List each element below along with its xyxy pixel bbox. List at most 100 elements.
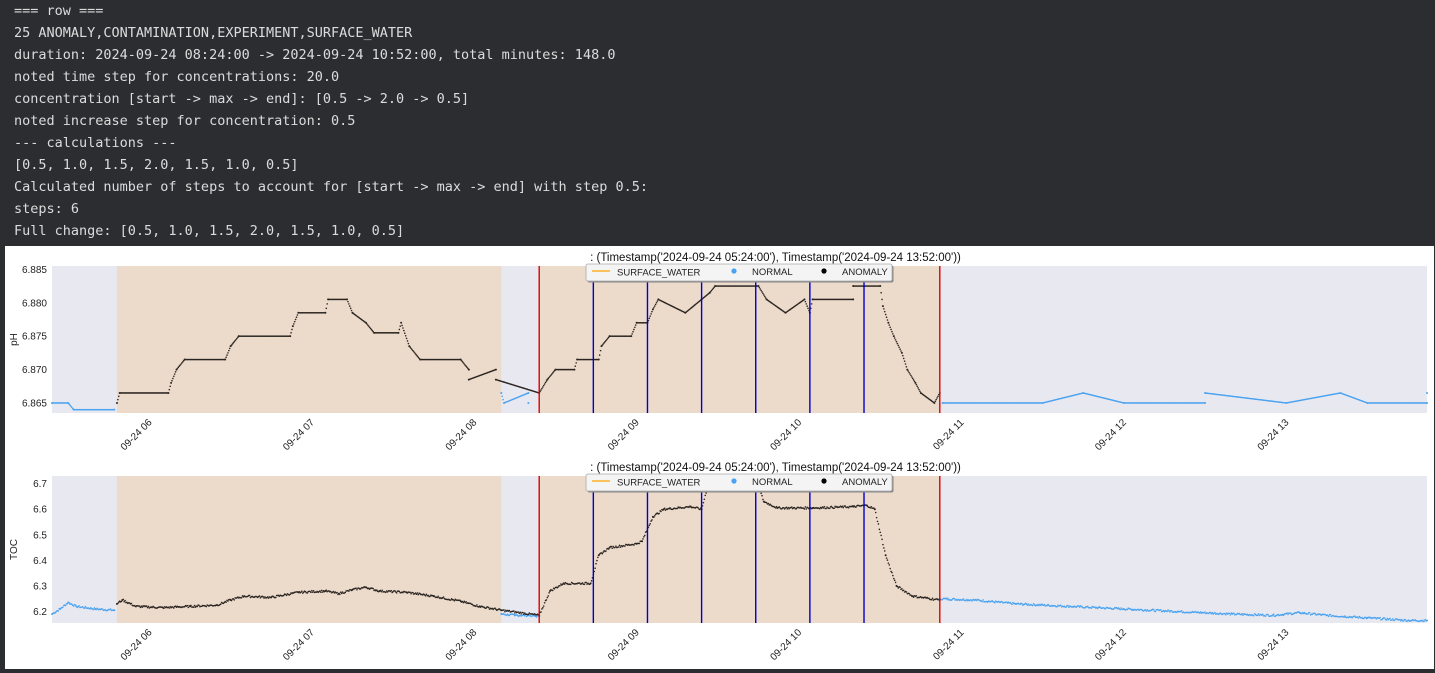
x-tick-label: 09-24 12 [1093, 627, 1129, 663]
data-point [1126, 608, 1129, 611]
data-point [291, 328, 293, 331]
data-point [597, 556, 599, 559]
data-point [1408, 619, 1410, 621]
data-point [410, 592, 412, 595]
data-point [1021, 602, 1023, 605]
data-point [898, 346, 900, 349]
data-point [416, 592, 419, 594]
data-point [1081, 392, 1084, 394]
data-point [805, 508, 808, 510]
data-point [523, 613, 525, 616]
data-point [321, 591, 324, 593]
y-tick-label: 6.880 [22, 298, 47, 309]
data-point [1383, 617, 1386, 619]
data-point [697, 506, 699, 509]
data-point [847, 506, 850, 509]
data-point [228, 349, 230, 352]
data-point [1026, 604, 1029, 606]
data-point [461, 360, 464, 363]
data-point [298, 590, 301, 593]
x-tick-label: 09-24 10 [768, 417, 804, 453]
data-point [1271, 614, 1273, 617]
data-point [263, 597, 265, 599]
data-point [941, 598, 944, 601]
data-point [660, 510, 662, 513]
data-point [236, 337, 238, 340]
data-point [881, 538, 883, 541]
data-point [523, 615, 526, 617]
data-point [294, 318, 297, 321]
data-point [1424, 618, 1426, 621]
experiment-span [116, 266, 502, 413]
data-point [485, 607, 487, 609]
data-point [888, 324, 891, 326]
data-point [569, 583, 572, 586]
data-point [1399, 618, 1401, 621]
data-point [890, 570, 892, 573]
data-point [410, 347, 412, 350]
x-tick-label: 09-24 11 [931, 417, 966, 452]
data-point [494, 369, 496, 371]
data-point [466, 366, 468, 369]
data-point [1130, 608, 1132, 610]
data-point [885, 557, 888, 559]
data-point [629, 335, 632, 337]
data-point [112, 408, 115, 411]
y-tick-label: 6.865 [22, 398, 47, 409]
data-point [965, 599, 967, 602]
data-point [875, 516, 878, 519]
data-point [381, 589, 384, 592]
data-point [807, 307, 809, 310]
data-point [1400, 618, 1403, 621]
data-point [513, 610, 515, 612]
data-point [583, 583, 586, 586]
data-point [1267, 614, 1270, 616]
data-point [662, 509, 664, 511]
data-point [550, 374, 552, 376]
data-point [649, 315, 651, 317]
data-point [1090, 607, 1093, 609]
data-point [1169, 611, 1171, 613]
data-point [763, 294, 765, 296]
data-point [1344, 615, 1346, 617]
data-point [173, 607, 175, 609]
data-point [109, 608, 112, 610]
legend-box [585, 473, 893, 492]
data-point [348, 303, 350, 305]
data-point [409, 591, 411, 594]
data-point [632, 330, 634, 333]
data-point [585, 581, 587, 584]
data-point [406, 340, 409, 342]
data-point [651, 310, 653, 313]
data-point [1013, 602, 1016, 605]
data-point [642, 538, 644, 540]
data-point [825, 507, 827, 510]
legend-label: NORMAL [752, 477, 793, 488]
data-point [618, 544, 621, 547]
data-point [605, 339, 607, 342]
data-point [1025, 603, 1028, 605]
data-point [548, 592, 550, 594]
data-point [1145, 610, 1148, 612]
data-point [523, 612, 526, 614]
data-point [1326, 614, 1329, 616]
data-point [599, 349, 602, 352]
data-point [161, 606, 163, 609]
data-point [880, 291, 882, 294]
data-point [1077, 605, 1080, 607]
x-tick-label: 09-24 09 [606, 627, 642, 663]
data-point [601, 552, 604, 555]
data-point [151, 606, 153, 609]
data-point [269, 596, 272, 599]
data-point [323, 311, 326, 314]
data-point [295, 316, 298, 319]
data-point [652, 516, 655, 519]
data-point [364, 586, 366, 589]
data-point [893, 337, 896, 339]
data-point [311, 589, 313, 592]
data-point [1210, 612, 1213, 615]
data-point [173, 373, 176, 375]
data-point [833, 507, 836, 509]
data-point [767, 502, 770, 505]
data-point [1204, 611, 1206, 613]
